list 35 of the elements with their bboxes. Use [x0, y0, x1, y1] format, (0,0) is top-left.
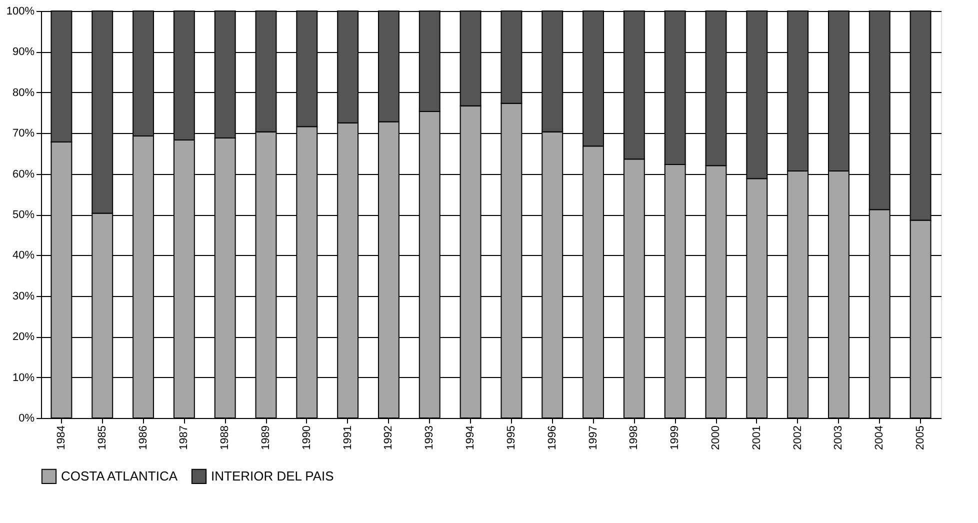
y-tick-label: 90%: [12, 46, 35, 58]
x-tick-label: 1992: [382, 426, 395, 450]
x-tick-label: 1989: [260, 426, 272, 450]
x-tick-label: 2001: [750, 426, 763, 450]
x-tick-label: 1999: [669, 426, 682, 450]
x-tick-label: 1993: [424, 426, 436, 450]
x-tick-label: 1984: [55, 426, 68, 450]
y-tick-label: 40%: [12, 250, 35, 262]
x-tick-label: 1991: [342, 426, 354, 450]
y-tick-label: 0%: [18, 412, 35, 424]
x-tick-label: 1988: [219, 426, 232, 450]
x-tick-label: 2002: [792, 426, 804, 450]
y-tick-label: 100%: [6, 6, 35, 18]
x-tick-label: 1985: [96, 426, 108, 450]
y-tick-label: 70%: [12, 128, 35, 140]
x-tick-label: 2004: [874, 426, 886, 450]
x-tick-label: 1995: [505, 426, 518, 450]
x-tick-label: 1997: [587, 426, 600, 450]
x-tick-label: 2005: [914, 426, 927, 450]
x-tick-label: 2003: [832, 426, 845, 450]
x-tick-label: 2000: [710, 426, 722, 450]
y-tick-label: 10%: [12, 372, 35, 384]
x-tick-label: 1986: [137, 426, 150, 450]
y-tick-label: 30%: [12, 290, 35, 302]
y-tick-label: 20%: [12, 331, 35, 344]
x-tick-label: 1996: [546, 426, 558, 450]
legend-label: COSTA ATLANTICA: [61, 468, 178, 484]
y-tick-label: 60%: [12, 168, 35, 180]
x-tick-label: 1990: [300, 426, 313, 450]
x-tick-label: 1987: [178, 426, 190, 450]
legend-label: INTERIOR DEL PAIS: [211, 468, 334, 484]
x-tick-label: 1994: [464, 426, 477, 450]
y-tick-label: 80%: [12, 86, 35, 99]
y-tick-label: 50%: [12, 209, 35, 221]
x-tick-label: 1998: [628, 426, 640, 450]
